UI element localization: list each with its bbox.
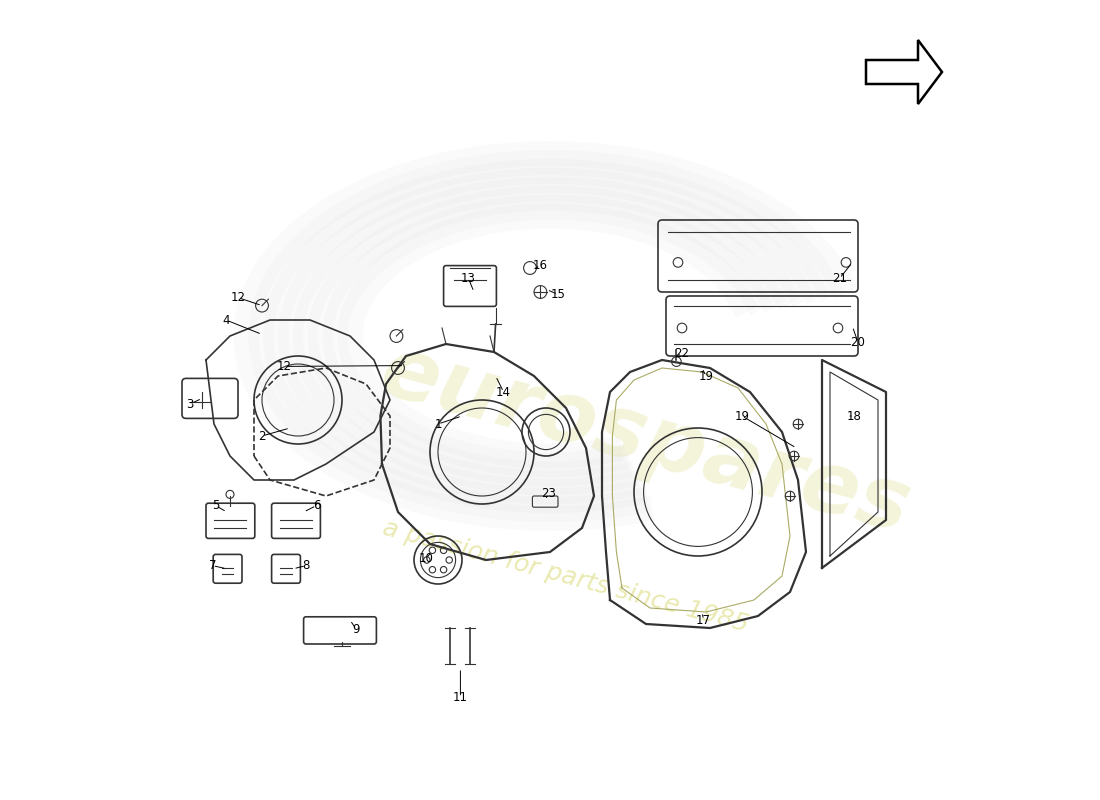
Text: 20: 20	[850, 336, 866, 349]
Text: 4: 4	[222, 314, 230, 326]
Text: 11: 11	[453, 691, 468, 704]
Text: 18: 18	[847, 410, 861, 422]
Text: 7: 7	[209, 559, 216, 572]
Text: 6: 6	[312, 499, 320, 512]
Text: 14: 14	[496, 386, 512, 398]
Text: 13: 13	[461, 272, 476, 285]
Text: 19: 19	[735, 410, 749, 422]
Text: 5: 5	[212, 499, 219, 512]
Text: 21: 21	[832, 272, 847, 285]
Text: 17: 17	[696, 614, 711, 626]
Text: 15: 15	[551, 288, 565, 301]
Text: 16: 16	[532, 259, 548, 272]
Text: 1: 1	[434, 418, 442, 430]
Text: a passion for parts since 1985: a passion for parts since 1985	[381, 515, 751, 637]
Text: 9: 9	[353, 623, 360, 636]
Text: 12: 12	[231, 291, 245, 304]
Text: eurospares: eurospares	[372, 330, 920, 550]
Text: 23: 23	[541, 487, 556, 500]
Text: 3: 3	[186, 398, 194, 410]
Text: 12: 12	[277, 360, 292, 373]
Text: 8: 8	[302, 559, 310, 572]
Text: 19: 19	[698, 370, 714, 382]
Text: 22: 22	[674, 347, 690, 360]
Text: 2: 2	[258, 430, 266, 442]
Text: 10: 10	[419, 552, 433, 565]
